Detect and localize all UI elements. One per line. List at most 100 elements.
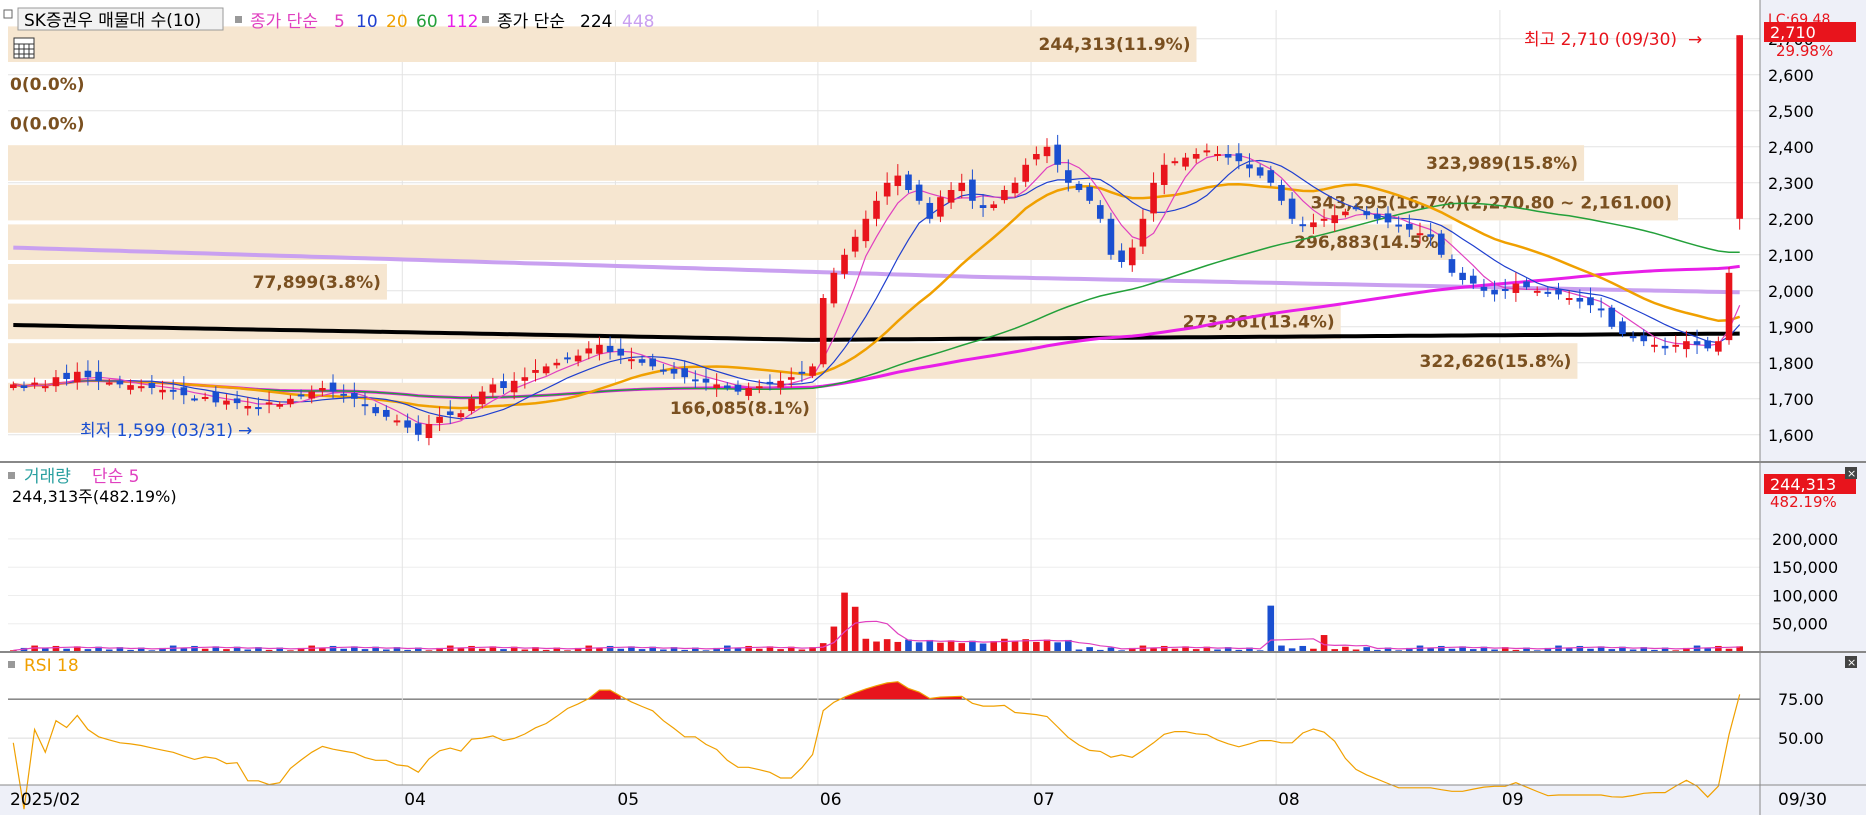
close-rsi-panel-icon[interactable]: × <box>1845 656 1857 669</box>
candle-body <box>905 175 912 190</box>
volume-profile-label: 322,626(15.8%) <box>1420 352 1572 372</box>
candle-body <box>1321 219 1328 221</box>
candle-body <box>394 420 401 422</box>
candle-body <box>692 379 699 381</box>
candle-body <box>1310 222 1317 227</box>
candle-body <box>1683 341 1690 349</box>
volume-profile-label: 244,313(11.9%) <box>1039 35 1191 55</box>
volume-tick-label: 50,000 <box>1772 615 1828 634</box>
candle-body <box>1161 165 1168 185</box>
ma-legend-label[interactable]: 종가 단순 <box>250 12 318 32</box>
candle-body <box>1044 147 1051 156</box>
ma224-legend: 224 <box>580 12 612 32</box>
candle-body <box>287 399 294 404</box>
ma2-legend-icon <box>482 16 489 23</box>
candle-body <box>958 183 965 191</box>
candle-body <box>106 383 113 385</box>
candle-body <box>1672 345 1679 347</box>
price-tick-label: 1,700 <box>1768 390 1814 409</box>
volume-legend-icon[interactable] <box>8 472 15 479</box>
price-legend-icon[interactable] <box>4 10 12 18</box>
volume-bar <box>948 640 955 652</box>
candle-body <box>884 183 891 197</box>
last-volume-change: 482.19% <box>1770 493 1837 511</box>
candle-body <box>1129 248 1136 266</box>
candle-body <box>1118 250 1125 262</box>
ma448-legend: 448 <box>622 12 654 32</box>
low-marker-label: 최저 1,599 (03/31) <box>80 421 233 441</box>
last-price-label: 2,710 <box>1770 23 1816 42</box>
candle-body <box>1363 211 1370 215</box>
volume-profile-label: 343,295(16.7%)(2,270.80 ~ 2,161.00) <box>1311 194 1672 214</box>
candle-body <box>916 185 923 201</box>
candle-body <box>1587 297 1594 305</box>
price-tick-label: 1,800 <box>1768 354 1814 373</box>
candle-body <box>1267 170 1274 183</box>
candle-body <box>1097 205 1104 219</box>
volume-legend-name[interactable]: 거래량 <box>24 467 71 487</box>
candle-body <box>74 372 81 382</box>
candle-body <box>1577 298 1584 302</box>
volume-tick-label: 200,000 <box>1772 530 1838 549</box>
candle-body <box>990 204 997 208</box>
candle-body <box>596 345 603 354</box>
candle-body <box>585 348 592 353</box>
candle-body <box>234 398 241 403</box>
volume-bar <box>990 641 997 652</box>
volume-bar <box>980 644 987 652</box>
last-volume-label: 244,313 <box>1770 475 1836 494</box>
candle-body <box>703 379 710 383</box>
calculator-icon[interactable] <box>14 38 34 58</box>
low-marker: 최저 1,599 (03/31) → <box>80 421 252 441</box>
ma5-legend: 5 <box>334 12 345 32</box>
candle-body <box>53 377 60 386</box>
candle-body <box>1523 281 1530 287</box>
candle-body <box>1257 167 1264 175</box>
candle-body <box>1619 321 1626 334</box>
candle-body <box>1022 165 1029 182</box>
candle-body <box>607 346 614 352</box>
time-tick-label: 06 <box>820 790 842 810</box>
time-tick-label: 08 <box>1278 790 1300 810</box>
candle-body <box>127 385 134 390</box>
candle-body <box>276 404 283 407</box>
profile-indicator-label: SK증권우 매물대 수(10) <box>24 11 201 31</box>
close-panel-icon[interactable]: × <box>1845 467 1857 480</box>
candle-body <box>575 356 582 362</box>
candle-body <box>31 383 38 385</box>
candle-body <box>1012 183 1019 193</box>
candle-body <box>490 384 497 392</box>
candle-body <box>639 359 646 363</box>
candle-body <box>969 180 976 201</box>
volume-legend-ma[interactable]: 단순 5 <box>92 467 140 487</box>
candle-body <box>1459 273 1466 280</box>
candle-body <box>649 358 656 366</box>
candle-body <box>1225 154 1232 158</box>
last-change-label: 29.98% <box>1776 42 1833 60</box>
candle-body <box>1481 287 1488 291</box>
candle-body <box>223 401 230 405</box>
candle-body <box>660 370 667 372</box>
candle-body <box>117 380 124 384</box>
candle-body <box>777 381 784 388</box>
volume-profile-label: 323,989(15.8%) <box>1426 154 1578 174</box>
low-arrow-icon: → <box>238 421 252 441</box>
candle-body <box>1545 292 1552 294</box>
candle-body <box>937 197 944 216</box>
volume-bar <box>1033 642 1040 652</box>
candle-body <box>1555 289 1562 294</box>
candle-body <box>426 424 433 438</box>
candle-body <box>735 385 742 392</box>
price-tick-label: 2,500 <box>1768 102 1814 121</box>
rsi-legend[interactable]: RSI 18 <box>24 656 79 676</box>
candle-body <box>1449 259 1456 273</box>
rsi-legend-icon[interactable] <box>8 661 15 668</box>
ma10-legend: 10 <box>356 12 378 32</box>
high-arrow-icon: → <box>1688 30 1702 50</box>
ma2-legend-label[interactable]: 종가 단순 <box>497 12 565 32</box>
ma60-legend: 60 <box>416 12 438 32</box>
candle-body <box>543 366 550 373</box>
candle-body <box>1204 150 1211 152</box>
